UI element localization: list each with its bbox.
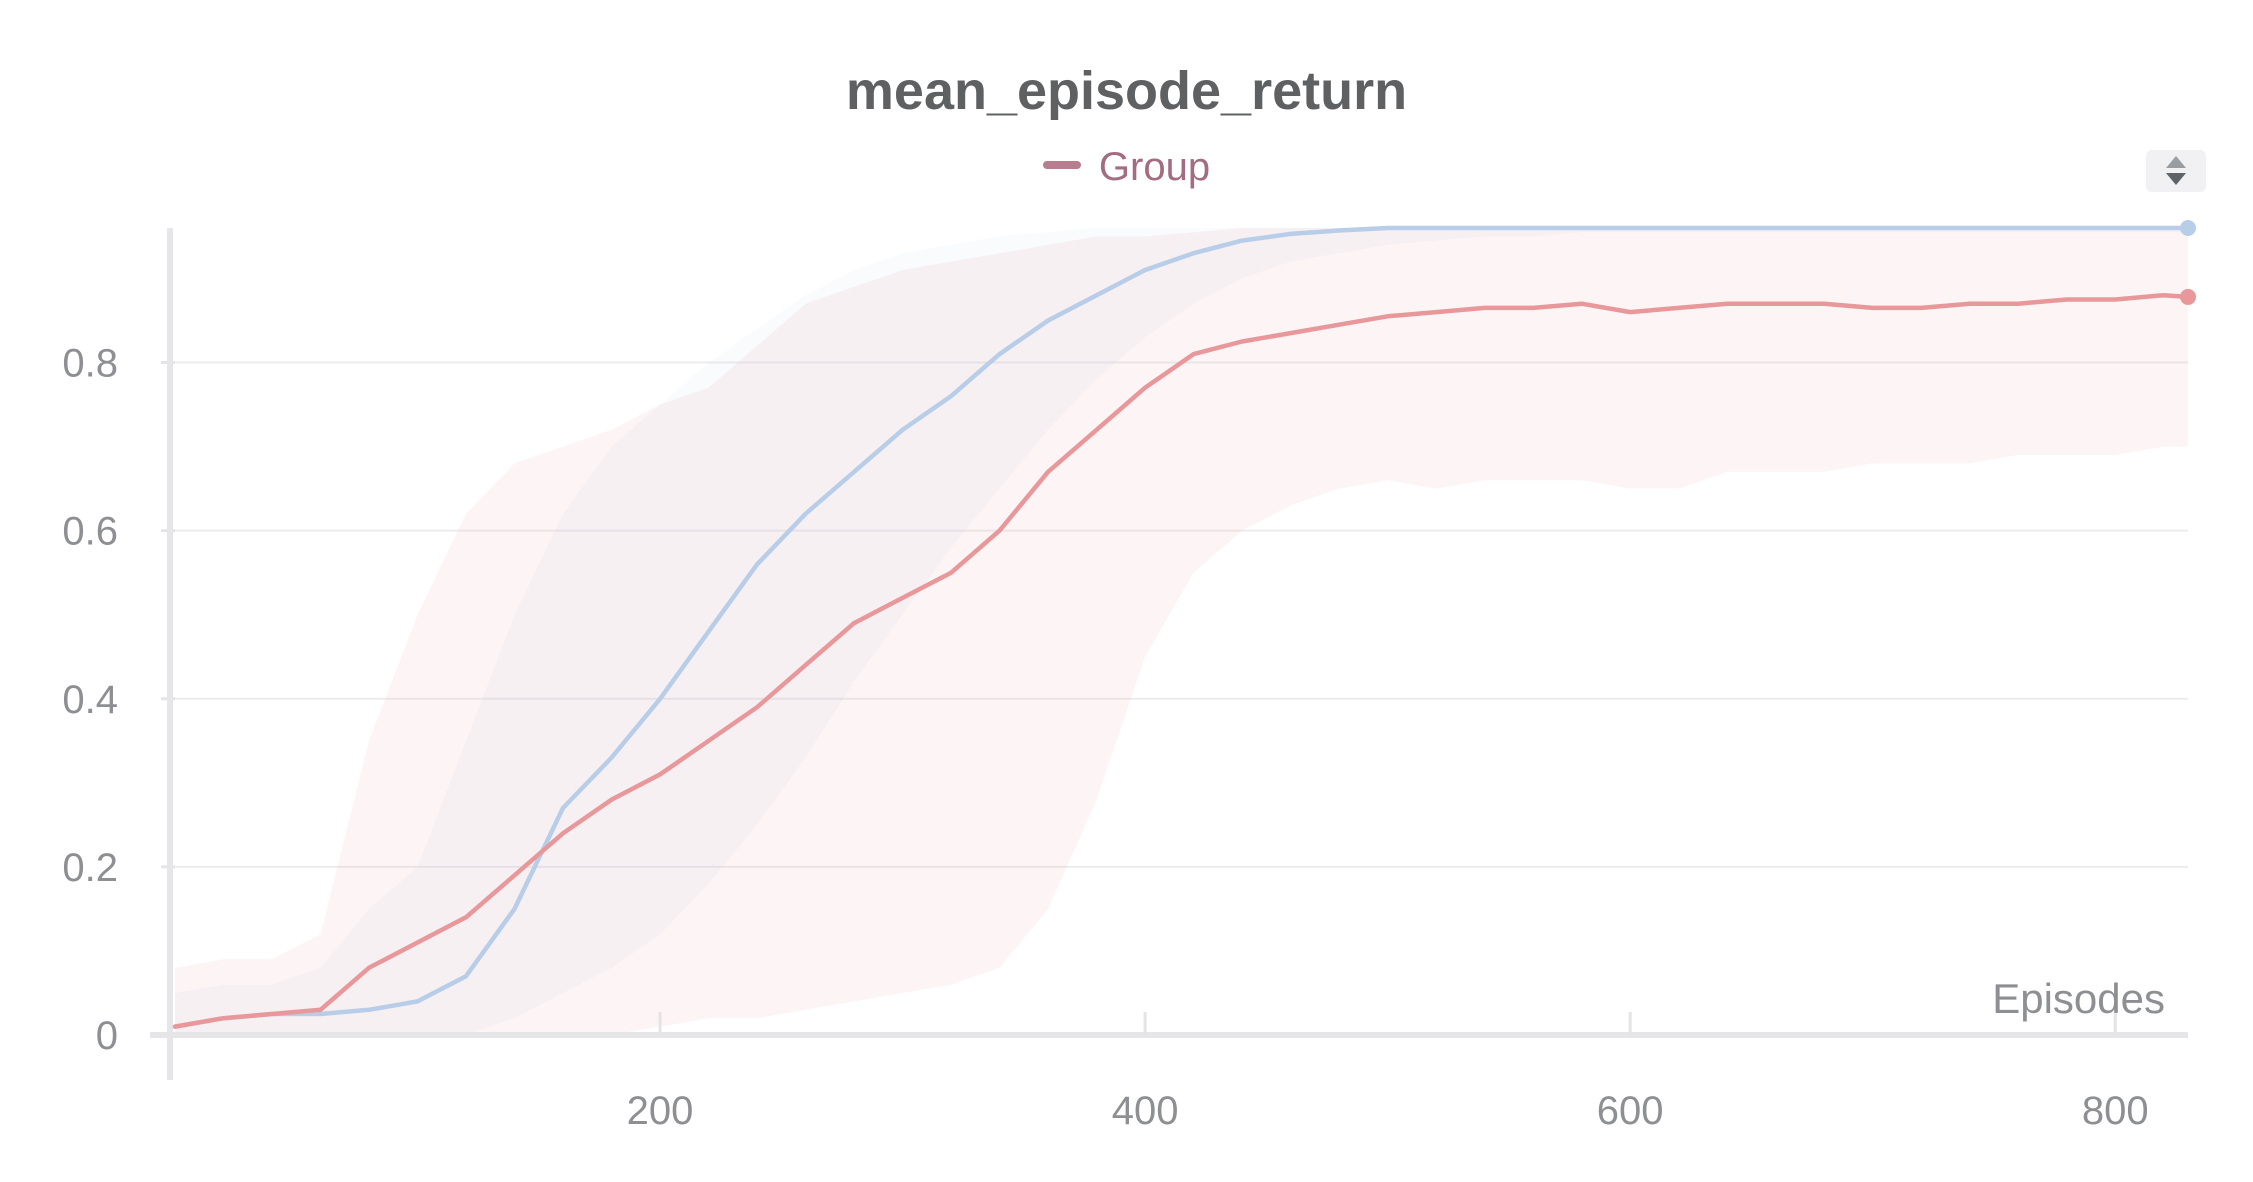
legend-swatch-group [1042, 161, 1081, 170]
x-tick-label: 400 [1112, 1089, 1179, 1133]
series-line [172, 225, 2191, 1029]
y-tick-label: 0.4 [62, 678, 118, 722]
chart-title: mean_episode_return [845, 61, 1408, 121]
legend: Group [0, 145, 2253, 190]
series-line [172, 292, 2191, 1029]
confidence-band [175, 228, 2188, 1035]
confidence-band [175, 228, 2188, 1035]
legend-label-group: Group [1098, 145, 1211, 189]
x-axis-title: Episodes [1992, 975, 2165, 1022]
y-tick-label: 0 [96, 1014, 118, 1058]
series-endpoint [2180, 288, 2196, 305]
confidence-bands [175, 228, 2188, 1035]
series-endpoint [2180, 220, 2196, 236]
chevron-down-icon[interactable] [2166, 173, 2186, 185]
x-tick-label: 200 [627, 1089, 694, 1133]
x-tick-label: 800 [2082, 1089, 2149, 1133]
tick-labels: 0 0.2 0.4 0.6 0.8 200 400 600 800 [62, 342, 2148, 1134]
y-tick-label: 0.8 [62, 342, 118, 386]
x-tick-label: 600 [1597, 1089, 1664, 1133]
chevron-up-icon[interactable] [2166, 156, 2186, 168]
y-tick-label: 0.6 [62, 510, 118, 554]
y-tick-label: 0.2 [62, 846, 118, 890]
axes [150, 228, 2188, 1080]
legend-scroll-button[interactable] [2146, 150, 2206, 192]
series-lines [172, 220, 2196, 1029]
